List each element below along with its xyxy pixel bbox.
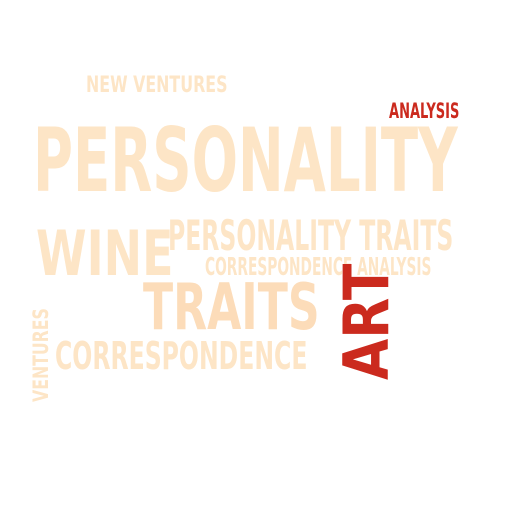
word-ventures: VENTURES xyxy=(29,308,53,402)
word-personality: PERSONALITY xyxy=(33,109,458,212)
word-personality-traits: PERSONALITY TRAITS xyxy=(168,211,454,260)
word-correspondence: CORRESPONDENCE xyxy=(55,334,308,378)
word-correspondence-analysis: CORRESPONDENCE ANALYSIS xyxy=(205,252,432,281)
word-analysis: ANALYSIS xyxy=(389,99,460,123)
word-new-ventures: NEW VENTURES xyxy=(86,73,228,98)
word-wine: WINE xyxy=(36,217,174,290)
word-traits: TRAITS xyxy=(143,271,320,345)
word-art: ART xyxy=(330,263,403,380)
